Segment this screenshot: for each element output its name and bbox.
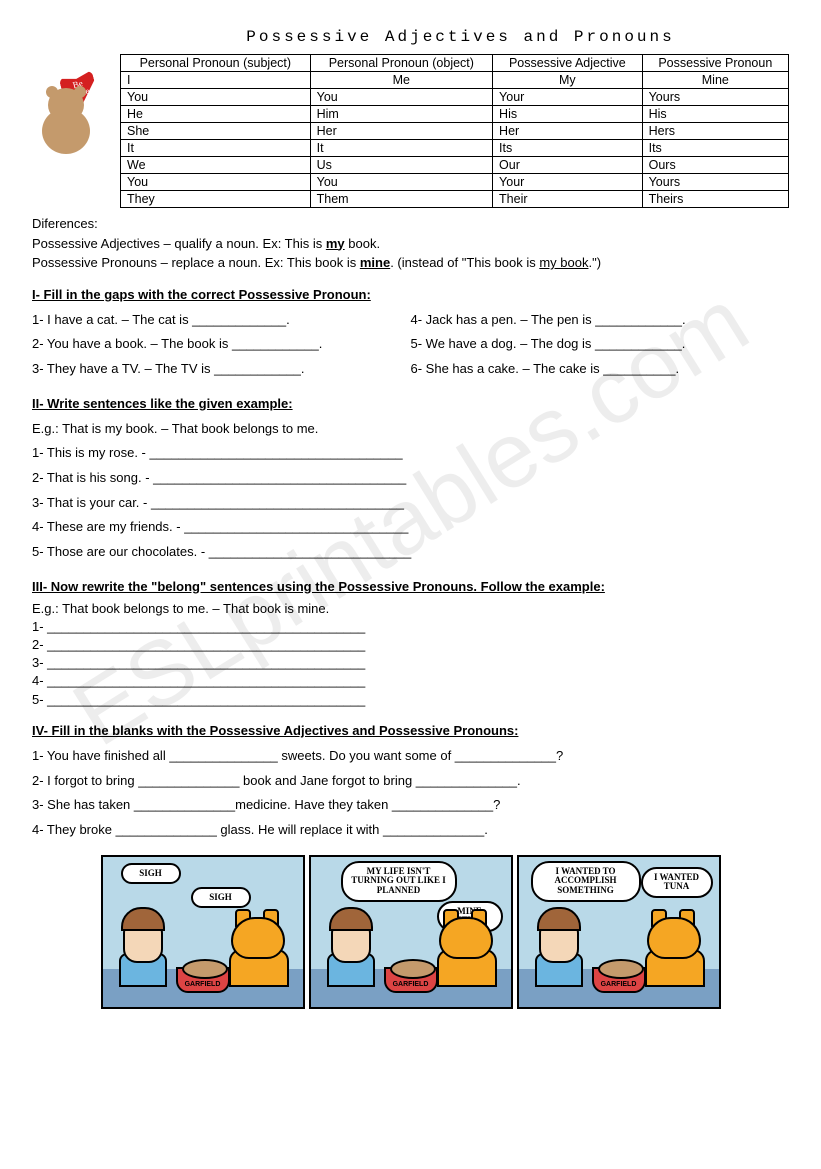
cell: Mine — [642, 72, 788, 89]
cell: Your — [493, 174, 643, 191]
comic-panel-2: MY LIFE ISN'T TURNING OUT LIKE I PLANNED… — [309, 855, 513, 1009]
cell: He — [121, 106, 311, 123]
s3-item: 1- _____________________________________… — [32, 618, 789, 636]
s3-item: 4- _____________________________________… — [32, 672, 789, 690]
col-header: Personal Pronoun (object) — [310, 55, 492, 72]
col-header: Possessive Adjective — [493, 55, 643, 72]
cell: You — [310, 174, 492, 191]
pronoun-table: Personal Pronoun (subject) Personal Pron… — [120, 54, 789, 208]
cell: Us — [310, 157, 492, 174]
cell: Yours — [642, 89, 788, 106]
s4-item: 1- You have finished all _______________… — [32, 744, 789, 769]
s2-item: 3- That is your car. - _________________… — [32, 491, 789, 516]
notes-line1: Possessive Adjectives – qualify a noun. … — [32, 234, 789, 254]
s2-item: 4- These are my friends. - _____________… — [32, 515, 789, 540]
cell: We — [121, 157, 311, 174]
cell: They — [121, 191, 311, 208]
s3-item: 5- _____________________________________… — [32, 691, 789, 709]
thought-bubble: I WANTED TUNA — [641, 867, 713, 899]
col-header: Personal Pronoun (subject) — [121, 55, 311, 72]
cell: His — [493, 106, 643, 123]
bear-image — [32, 54, 110, 154]
cell: Your — [493, 89, 643, 106]
page-title: Possessive Adjectives and Pronouns — [132, 28, 789, 46]
cell: Her — [493, 123, 643, 140]
s2-item: 1- This is my rose. - __________________… — [32, 441, 789, 466]
cell: Ours — [642, 157, 788, 174]
cell: Yours — [642, 174, 788, 191]
speech-bubble: I WANTED TO ACCOMPLISH SOMETHING — [531, 861, 641, 903]
s4-item: 3- She has taken ______________medicine.… — [32, 793, 789, 818]
s2-eg: E.g.: That is my book. – That book belon… — [32, 417, 789, 442]
cell: You — [310, 89, 492, 106]
s2-item: 2- That is his song. - _________________… — [32, 466, 789, 491]
s1-item: 6- She has a cake. – The cake is _______… — [411, 357, 790, 382]
bowl-icon — [384, 967, 438, 993]
cell: Her — [310, 123, 492, 140]
cell: Him — [310, 106, 492, 123]
cell: You — [121, 89, 311, 106]
section1-head: I- Fill in the gaps with the correct Pos… — [32, 287, 789, 302]
s4-item: 2- I forgot to bring ______________ book… — [32, 769, 789, 794]
cell: Me — [310, 72, 492, 89]
cell: My — [493, 72, 643, 89]
cell: Its — [493, 140, 643, 157]
cell: It — [310, 140, 492, 157]
section4-head: IV- Fill in the blanks with the Possessi… — [32, 723, 789, 738]
cell: It — [121, 140, 311, 157]
speech-bubble: MY LIFE ISN'T TURNING OUT LIKE I PLANNED — [341, 861, 457, 903]
cell: His — [642, 106, 788, 123]
cell: I — [121, 72, 311, 89]
comic-strip: SIGH SIGH MY LIFE ISN'T TURNING OUT LIKE… — [32, 855, 789, 1009]
bowl-icon — [592, 967, 646, 993]
section2-head: II- Write sentences like the given examp… — [32, 396, 789, 411]
bowl-icon — [176, 967, 230, 993]
s4-item: 4- They broke ______________ glass. He w… — [32, 818, 789, 843]
cell: Their — [493, 191, 643, 208]
cell: She — [121, 123, 311, 140]
comic-panel-3: I WANTED TO ACCOMPLISH SOMETHING I WANTE… — [517, 855, 721, 1009]
notes-line2: Possessive Pronouns – replace a noun. Ex… — [32, 253, 789, 273]
s1-item: 4- Jack has a pen. – The pen is ________… — [411, 308, 790, 333]
s3-eg: E.g.: That book belongs to me. – That bo… — [32, 600, 789, 618]
thought-bubble: SIGH — [191, 887, 251, 909]
cell: Theirs — [642, 191, 788, 208]
s2-item: 5- Those are our chocolates. - _________… — [32, 540, 789, 565]
s1-item: 3- They have a TV. – The TV is _________… — [32, 357, 411, 382]
s1-item: 1- I have a cat. – The cat is __________… — [32, 308, 411, 333]
cell: Our — [493, 157, 643, 174]
s3-item: 2- _____________________________________… — [32, 636, 789, 654]
cell: You — [121, 174, 311, 191]
s1-item: 2- You have a book. – The book is ______… — [32, 332, 411, 357]
s3-item: 3- _____________________________________… — [32, 654, 789, 672]
cell: Its — [642, 140, 788, 157]
s1-item: 5- We have a dog. – The dog is _________… — [411, 332, 790, 357]
section3-head: III- Now rewrite the "belong" sentences … — [32, 579, 789, 594]
notes-diff: Diferences: — [32, 214, 789, 234]
cell: Hers — [642, 123, 788, 140]
speech-bubble: SIGH — [121, 863, 181, 885]
cell: Them — [310, 191, 492, 208]
notes-block: Diferences: Possessive Adjectives – qual… — [32, 214, 789, 273]
col-header: Possessive Pronoun — [642, 55, 788, 72]
comic-panel-1: SIGH SIGH — [101, 855, 305, 1009]
